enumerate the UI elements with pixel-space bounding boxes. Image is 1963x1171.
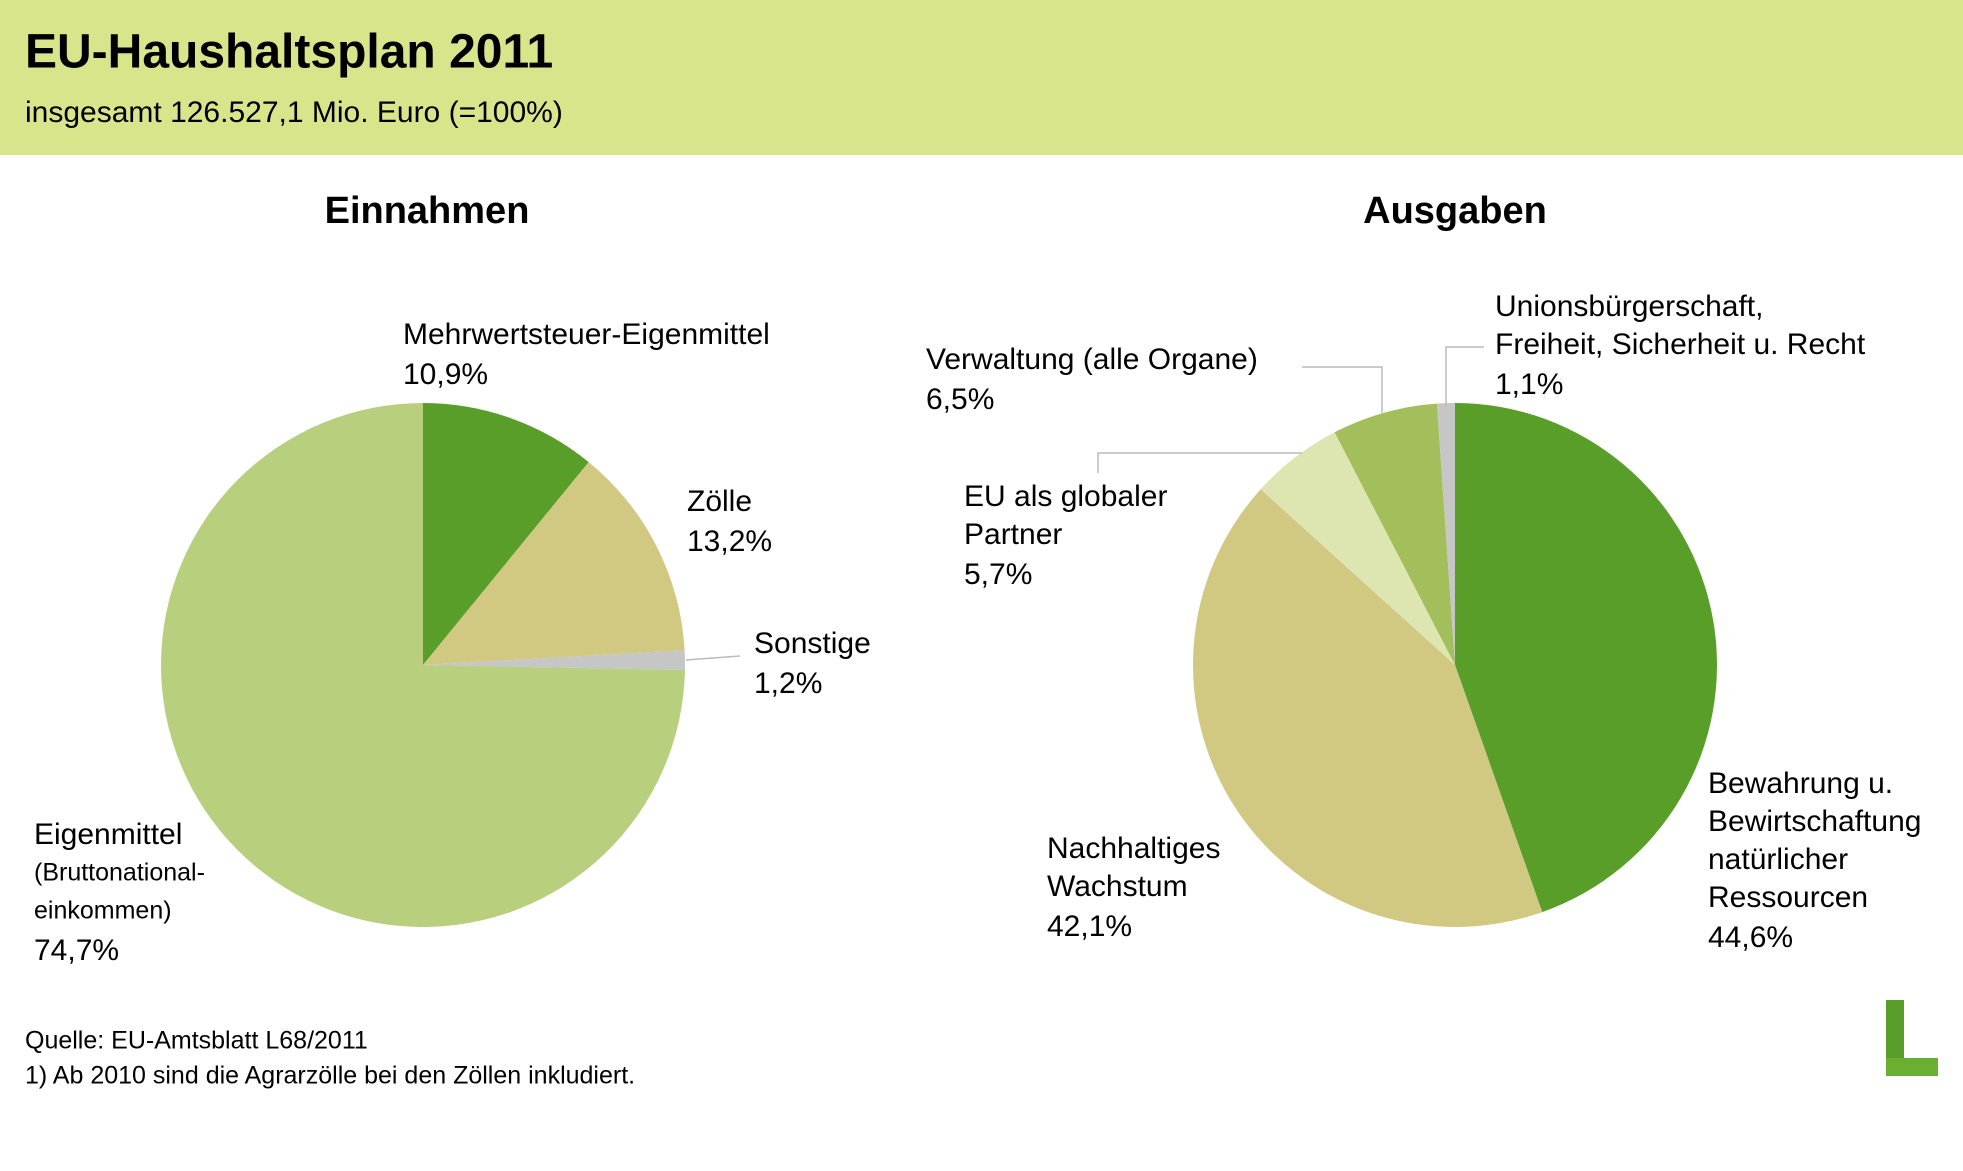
value-label: 44,6% [1708, 921, 1793, 954]
slice-label: EU als globaler [964, 480, 1167, 513]
slice-label: Bewahrung u. [1708, 767, 1893, 800]
header-band [0, 0, 1963, 155]
slice-label: Eigenmittel [34, 818, 182, 851]
slice-label: Zölle [687, 485, 752, 518]
logo-foot [1886, 1058, 1938, 1076]
slice-label: Bewirtschaftung [1708, 805, 1921, 838]
value-label: 10,9% [403, 358, 488, 391]
pie-slice [423, 650, 685, 670]
footnote: 1) Ab 2010 sind die Agrarzölle bei den Z… [25, 1062, 635, 1090]
pie-slice [1455, 403, 1718, 913]
slice-label: Nachhaltiges [1047, 832, 1220, 865]
pie-slice [1260, 432, 1455, 665]
slice-label: Wachstum [1047, 870, 1188, 903]
slice-label: einkommen) [34, 897, 172, 925]
slice-label: natürlicher [1708, 843, 1848, 876]
logo-bar [1886, 1000, 1904, 1076]
pie-slice [1436, 403, 1455, 665]
value-label: 1,1% [1495, 368, 1563, 401]
slice-label: Verwaltung (alle Organe) [926, 343, 1258, 376]
pie-slice [423, 462, 685, 665]
leader-line [1097, 452, 1302, 473]
page-title: EU-Haushaltsplan 2011 [25, 26, 553, 79]
slice-label: Partner [964, 518, 1062, 551]
slice-label: (Bruttonational- [34, 859, 205, 887]
value-label: 6,5% [926, 383, 994, 416]
slice-label: Freiheit, Sicherheit u. Recht [1495, 328, 1866, 361]
value-label: 42,1% [1047, 910, 1132, 943]
leader-line [1302, 366, 1383, 413]
leader-line [1445, 346, 1484, 407]
slice-label: Ressourcen [1708, 881, 1868, 914]
logo [1886, 1000, 1938, 1076]
pie-slice [1193, 489, 1543, 927]
pie-slice [160, 403, 685, 927]
value-label: 5,7% [964, 558, 1032, 591]
chart-title: Ausgaben [1363, 190, 1547, 232]
leader-line [685, 655, 741, 661]
slice-label: Mehrwertsteuer-Eigenmittel [403, 318, 770, 351]
pie-slice [1334, 403, 1455, 665]
value-label: 74,7% [34, 934, 119, 967]
pie-slice [423, 403, 589, 665]
chart-title: Einnahmen [325, 190, 530, 232]
slice-label: Unionsbürgerschaft, [1495, 290, 1763, 323]
value-label: 13,2% [687, 525, 772, 558]
source: Quelle: EU-Amtsblatt L68/2011 [25, 1027, 368, 1055]
value-label: 1,2% [754, 667, 822, 700]
slice-label: Sonstige [754, 627, 871, 660]
page-subtitle: insgesamt 126.527,1 Mio. Euro (=100%) [25, 96, 563, 129]
